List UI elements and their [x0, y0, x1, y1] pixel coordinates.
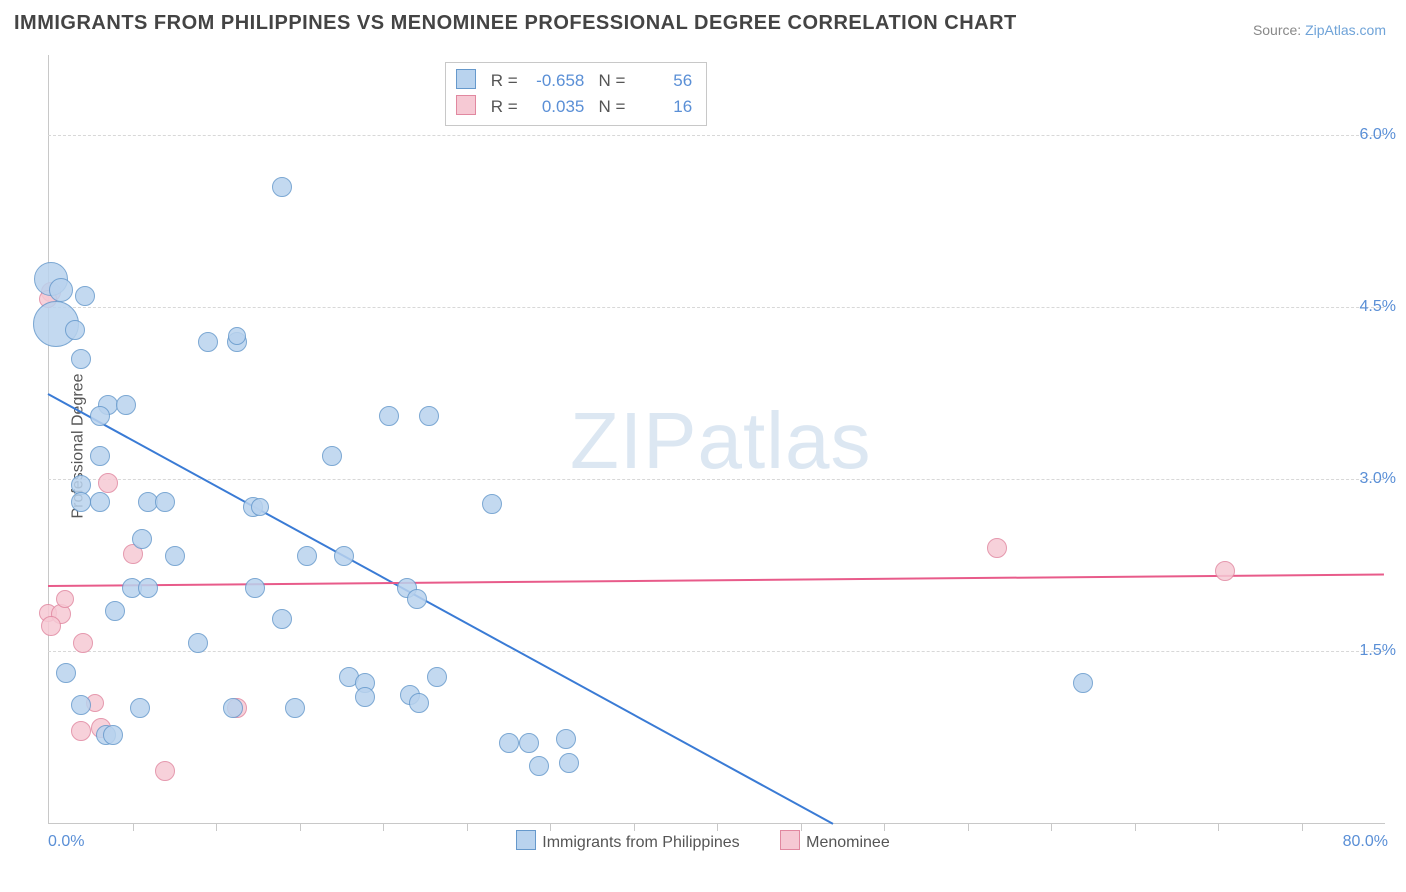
- data-point: [73, 633, 93, 653]
- data-point: [322, 446, 342, 466]
- legend-label-1: Menominee: [806, 834, 890, 851]
- data-point: [75, 286, 95, 306]
- data-point: [519, 733, 539, 753]
- stats-row-series-0: R = -0.658 N = 56: [456, 68, 692, 94]
- data-point: [130, 698, 150, 718]
- data-point: [165, 546, 185, 566]
- gridline: [48, 307, 1384, 308]
- y-tick-label: 1.5%: [1360, 642, 1396, 660]
- y-tick-label: 3.0%: [1360, 470, 1396, 488]
- swatch-series-1: [456, 95, 476, 115]
- data-point: [1215, 561, 1235, 581]
- y-tick-label: 4.5%: [1360, 298, 1396, 316]
- data-point: [103, 725, 123, 745]
- data-point: [90, 492, 110, 512]
- data-point: [98, 473, 118, 493]
- data-point: [198, 332, 218, 352]
- data-point: [71, 695, 91, 715]
- data-point: [272, 177, 292, 197]
- legend-item-0: Immigrants from Philippines: [516, 830, 739, 852]
- data-point: [409, 693, 429, 713]
- stats-row-series-1: R = 0.035 N = 16: [456, 94, 692, 120]
- data-point: [71, 349, 91, 369]
- plot-area: [48, 55, 1385, 824]
- data-point: [188, 633, 208, 653]
- gridline: [48, 479, 1384, 480]
- chart-container: { "title": "IMMIGRANTS FROM PHILIPPINES …: [0, 0, 1406, 892]
- data-point: [105, 601, 125, 621]
- gridline: [48, 135, 1384, 136]
- data-point: [90, 446, 110, 466]
- swatch-series-0: [456, 69, 476, 89]
- chart-title: IMMIGRANTS FROM PHILIPPINES VS MENOMINEE…: [14, 12, 1017, 35]
- data-point: [228, 327, 246, 345]
- data-point: [482, 494, 502, 514]
- data-point: [297, 546, 317, 566]
- data-point: [71, 492, 91, 512]
- stat-n-0: 56: [630, 68, 692, 94]
- legend-label-0: Immigrants from Philippines: [542, 834, 739, 851]
- data-point: [71, 721, 91, 741]
- data-point: [499, 733, 519, 753]
- data-point: [56, 590, 74, 608]
- data-point: [155, 761, 175, 781]
- source-attribution: Source: ZipAtlas.com: [1253, 22, 1386, 38]
- stat-r-0: -0.658: [522, 68, 584, 94]
- data-point: [223, 698, 243, 718]
- data-point: [251, 498, 269, 516]
- data-point: [65, 320, 85, 340]
- data-point: [529, 756, 549, 776]
- legend-swatch-1: [780, 830, 800, 850]
- data-point: [56, 663, 76, 683]
- data-point: [1073, 673, 1093, 693]
- data-point: [427, 667, 447, 687]
- data-point: [41, 616, 61, 636]
- legend-item-1: Menominee: [780, 830, 890, 852]
- stats-legend-box: R = -0.658 N = 56 R = 0.035 N = 16: [445, 62, 707, 126]
- y-tick-label: 6.0%: [1360, 126, 1396, 144]
- data-point: [132, 529, 152, 549]
- bottom-legend: Immigrants from Philippines Menominee: [0, 830, 1406, 852]
- data-point: [138, 578, 158, 598]
- data-point: [49, 278, 73, 302]
- data-point: [90, 406, 110, 426]
- gridline: [48, 651, 1384, 652]
- data-point: [355, 687, 375, 707]
- data-point: [419, 406, 439, 426]
- data-point: [987, 538, 1007, 558]
- legend-swatch-0: [516, 830, 536, 850]
- data-point: [272, 609, 292, 629]
- stat-n-1: 16: [630, 94, 692, 120]
- stat-r-1: 0.035: [522, 94, 584, 120]
- data-point: [285, 698, 305, 718]
- data-point: [334, 546, 354, 566]
- source-link[interactable]: ZipAtlas.com: [1305, 22, 1386, 38]
- data-point: [379, 406, 399, 426]
- data-point: [556, 729, 576, 749]
- source-prefix: Source:: [1253, 22, 1305, 38]
- data-point: [116, 395, 136, 415]
- data-point: [245, 578, 265, 598]
- data-point: [407, 589, 427, 609]
- data-point: [559, 753, 579, 773]
- data-point: [155, 492, 175, 512]
